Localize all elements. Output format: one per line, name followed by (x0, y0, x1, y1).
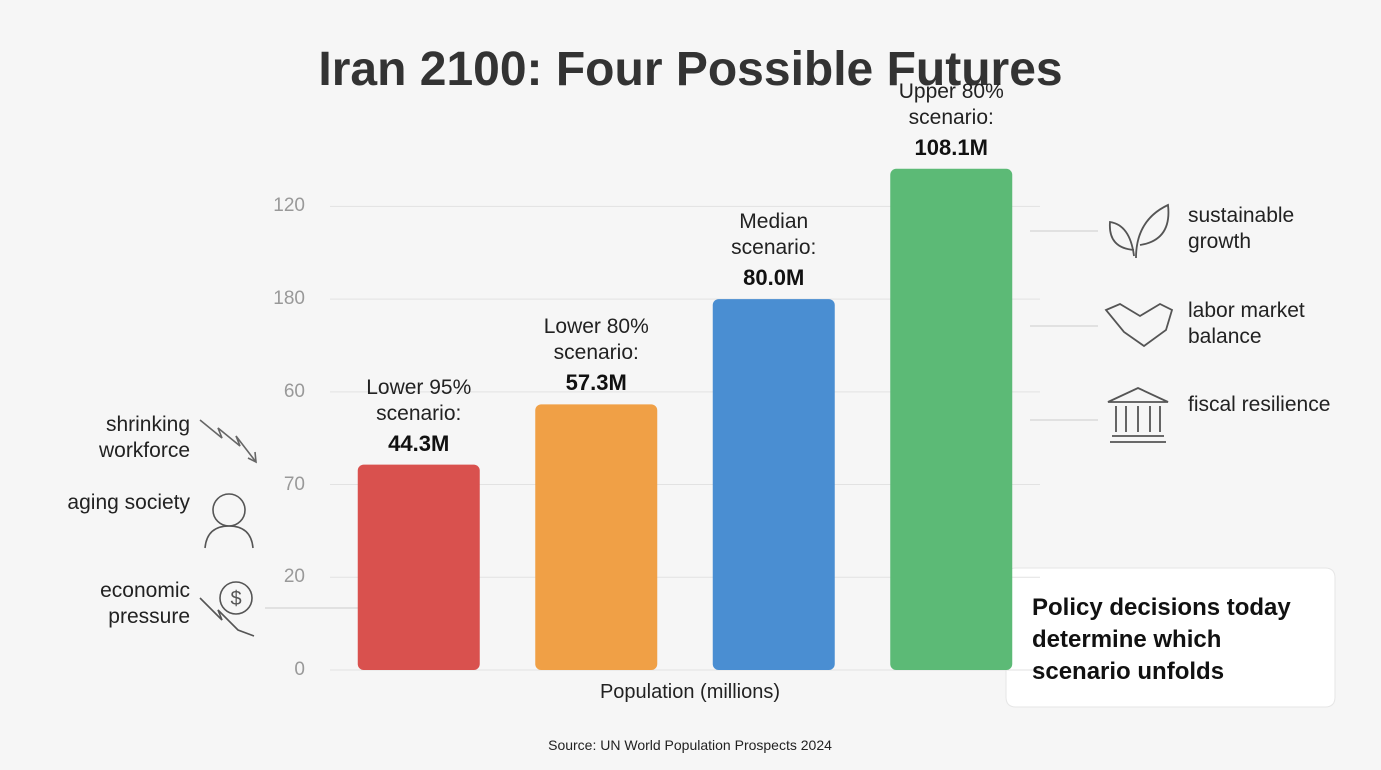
y-tick-label: 60 (283, 380, 305, 402)
y-tick-label: 70 (283, 473, 305, 495)
category-label: Median scenario: (731, 210, 817, 260)
svg-text:$: $ (230, 588, 241, 610)
icon-bank (1107, 387, 1169, 443)
left-annotation: shrinking workforce (98, 413, 190, 462)
right-annotation: fiscal resilience (1188, 393, 1331, 416)
value-label: 57.3M (565, 370, 627, 396)
y-tick-label: 20 (283, 566, 305, 588)
y-tick-label: 0 (294, 659, 305, 680)
left-annotation: economic pressure (100, 579, 190, 628)
right-annotation: sustainable growth (1188, 204, 1295, 253)
category-label: Upper 80% scenario: (898, 79, 1004, 129)
value-label: 44.3M (388, 430, 450, 456)
callout-text: Policy decisions today determine which s… (1032, 594, 1291, 685)
category-label: Lower 95% scenario: (366, 375, 472, 425)
icon-leaf (1109, 203, 1170, 259)
icon-decline (199, 419, 257, 464)
icon-money: $ (199, 581, 255, 637)
y-tick-label: 180 (273, 288, 305, 310)
source: Source: UN World Population Prospects 20… (548, 737, 832, 753)
bar (357, 464, 480, 670)
x-axis-label: Population (millions) (599, 681, 781, 703)
category-label: Lower 80% scenario: (543, 315, 649, 365)
right-annotation: labor market balance (1188, 299, 1305, 348)
icon-handshake (1104, 302, 1174, 348)
y-tick-label: 120 (273, 195, 305, 217)
bar (712, 299, 835, 670)
icon-elder (204, 493, 254, 549)
bar (535, 404, 658, 670)
chart-title: Iran 2100: Four Possible Futures (318, 43, 1063, 96)
value-label: 108.1M (914, 134, 988, 160)
bar (890, 168, 1013, 671)
value-label: 80.0M (743, 265, 805, 291)
left-annotation: aging society (67, 491, 190, 514)
